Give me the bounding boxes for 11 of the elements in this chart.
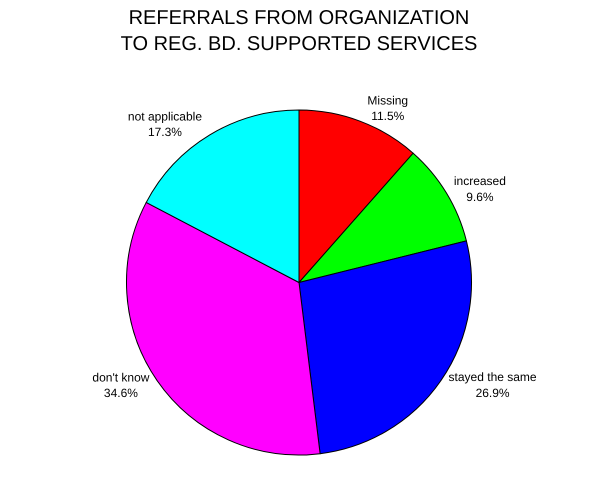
slice-label: increased — [454, 174, 506, 188]
chart-title: REFERRALS FROM ORGANIZATION TO REG. BD. SUPPORTED SERVICES — [120, 7, 478, 55]
data-label: 17.3% — [148, 124, 182, 139]
data-label: 9.6% — [466, 190, 494, 204]
slice-label: Missing — [367, 93, 408, 108]
slice-label: stayed the same — [448, 370, 537, 384]
slice-label: don't know — [92, 370, 150, 385]
slice-label: not applicable — [128, 109, 202, 124]
data-label: 11.5% — [371, 109, 405, 124]
data-label: 34.6% — [104, 386, 138, 400]
data-label: 26.9% — [476, 386, 510, 400]
